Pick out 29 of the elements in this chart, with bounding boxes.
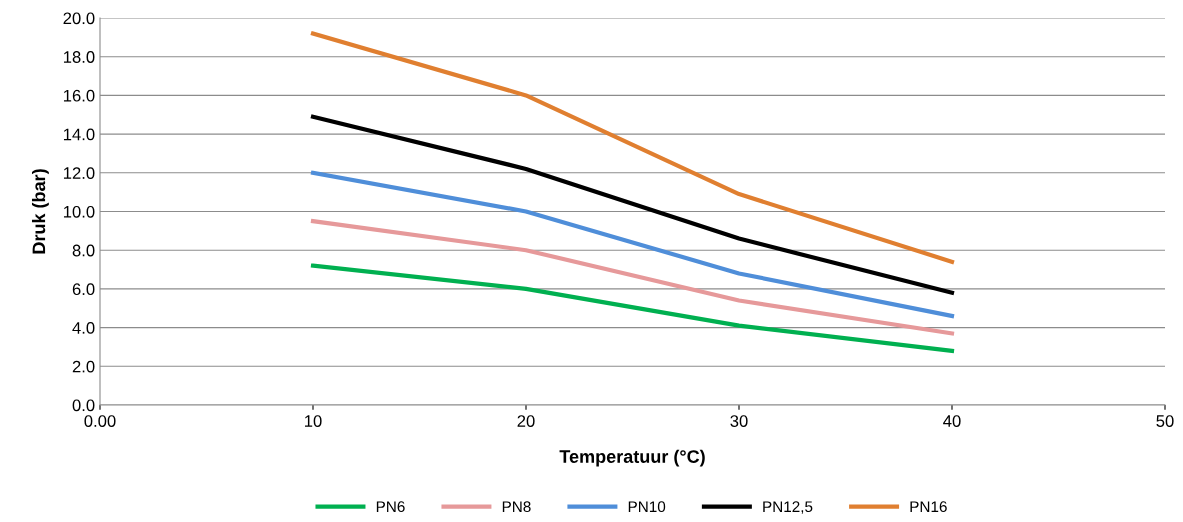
legend-label: PN10 <box>628 501 666 513</box>
x-tick-label: 50 <box>1156 415 1174 427</box>
x-tick-label: 30 <box>730 415 748 427</box>
line-series <box>310 170 955 319</box>
y-tick-label: 0.0 <box>72 399 95 412</box>
x-tick-label: 10 <box>305 415 322 427</box>
x-tick-label: 20 <box>517 415 535 427</box>
y-axis-title: Druk (bar) <box>31 169 49 254</box>
line-series <box>310 31 955 264</box>
y-tick-label: 2.0 <box>72 360 95 373</box>
legend-label: PN6 <box>376 501 405 513</box>
y-tick-label: 16.0 <box>63 89 95 102</box>
y-tick-label: 14.0 <box>63 128 95 141</box>
x-tick-label: 0.00 <box>84 415 116 427</box>
x-tick-label: 40 <box>943 415 961 427</box>
line-series <box>310 114 955 295</box>
y-tick-label: 4.0 <box>72 322 95 334</box>
y-tick-label: 18.0 <box>63 51 95 63</box>
y-tick-label: 8.0 <box>72 244 95 257</box>
line-series <box>310 263 955 353</box>
y-tick-label: 12.0 <box>63 167 95 179</box>
line-series <box>310 219 955 336</box>
y-tick-label: 20.0 <box>63 12 95 25</box>
legend-label: PN8 <box>502 501 531 513</box>
legend-label: PN12,5 <box>763 501 813 514</box>
y-tick-label: 10.0 <box>63 205 95 218</box>
y-tick-label: 6.0 <box>72 283 95 296</box>
x-axis-title: Temperatuur (°C) <box>559 449 705 467</box>
legend-label: PN16 <box>910 501 947 513</box>
